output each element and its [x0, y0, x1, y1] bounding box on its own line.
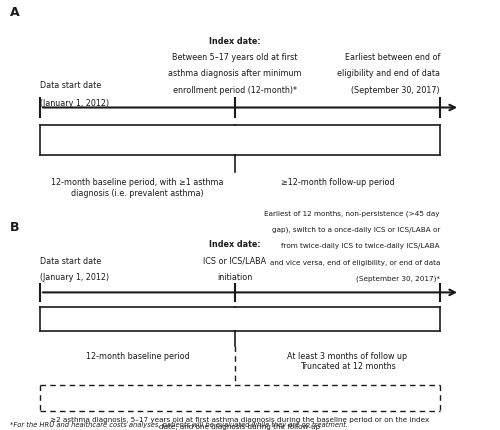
Text: from twice-daily ICS to twice-daily ICS/LABA: from twice-daily ICS to twice-daily ICS/…: [282, 243, 440, 249]
Text: B: B: [10, 221, 20, 234]
Text: (September 30, 2017): (September 30, 2017): [352, 86, 440, 95]
Text: At least 3 months of follow up
Truncated at 12 months: At least 3 months of follow up Truncated…: [288, 352, 408, 371]
Text: ≥12-month follow-up period: ≥12-month follow-up period: [280, 178, 394, 187]
Text: Earliest of 12 months, non-persistence (>45 day: Earliest of 12 months, non-persistence (…: [264, 211, 440, 217]
Text: and vice versa, end of eligibility, or end of data: and vice versa, end of eligibility, or e…: [270, 260, 440, 265]
Text: Data start date: Data start date: [40, 257, 101, 265]
Text: 12-month baseline period: 12-month baseline period: [86, 352, 190, 360]
Text: ICS or ICS/LABA: ICS or ICS/LABA: [204, 257, 266, 265]
Text: Index date:: Index date:: [209, 240, 261, 249]
Text: initiation: initiation: [218, 273, 252, 282]
Text: enrollment period (12-month)*: enrollment period (12-month)*: [173, 86, 297, 95]
Text: Index date:: Index date:: [209, 37, 261, 46]
Text: (January 1, 2012): (January 1, 2012): [40, 98, 109, 108]
Text: gap), switch to a once-daily ICS or ICS/LABA or: gap), switch to a once-daily ICS or ICS/…: [272, 227, 440, 233]
Text: *For the HRU and healthcare costs analyses, patients will be evaluated while the: *For the HRU and healthcare costs analys…: [10, 422, 348, 428]
Text: 12-month baseline period, with ≥1 asthma
diagnosis (i.e. prevalent asthma): 12-month baseline period, with ≥1 asthma…: [51, 178, 224, 198]
Text: A: A: [10, 6, 20, 19]
Text: Earliest between end of: Earliest between end of: [344, 53, 440, 62]
Text: Between 5–17 years old at first: Between 5–17 years old at first: [172, 53, 298, 62]
Text: eligibility and end of data: eligibility and end of data: [337, 70, 440, 79]
Text: (January 1, 2012): (January 1, 2012): [40, 273, 109, 282]
Text: Data start date: Data start date: [40, 81, 101, 90]
Text: asthma diagnosis after minimum: asthma diagnosis after minimum: [168, 70, 302, 79]
Text: ≥2 asthma diagnosis, 5–17 years old at first asthma diagnosis during the baselin: ≥2 asthma diagnosis, 5–17 years old at f…: [50, 417, 430, 430]
Text: (September 30, 2017)*: (September 30, 2017)*: [356, 275, 440, 282]
